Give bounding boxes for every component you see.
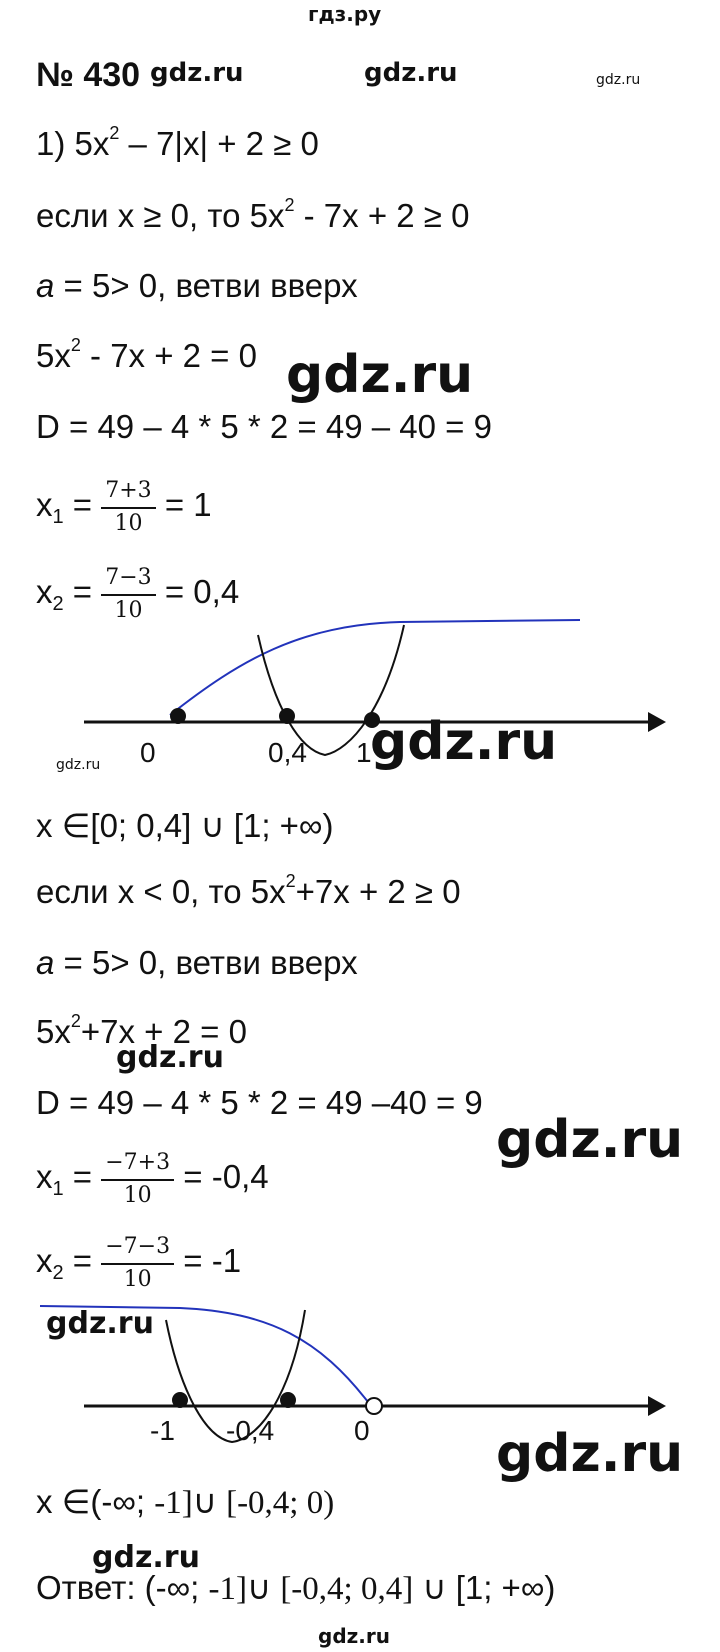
watermark: gdz.ru [596,72,641,88]
discriminant: D = 49 – 4 * 5 * 2 = 49 –40 = 9 [36,1084,483,1121]
watermark-top: гдз.ру [308,2,382,26]
root-x1: x1 = −7+3 10 = -0,4 [36,1150,269,1209]
axis-label: -1 [150,1415,175,1446]
axis-label: 0,4 [268,737,307,768]
point-minus-0-4 [280,1392,296,1408]
solution-positive: x ∈[0; 0,4] ∪ [1; +∞) [36,807,334,844]
parabola [165,1309,306,1444]
number-line-graph-2: -1 -0,4 0 [39,1305,666,1446]
fraction: 7−3 10 [101,565,156,624]
axis-label: 0 [354,1415,370,1446]
watermark: gdz.ru [92,1540,200,1575]
axis-label: -0,4 [226,1415,274,1446]
task-statement: 1) 5x2 – 7|x| + 2 ≥ 0 [36,123,319,162]
watermark: gdz.ru [364,58,458,88]
watermark: gdz.ru [496,1424,684,1484]
point-zero-open [365,1397,383,1415]
root-x1: x1 = 7+3 10 = 1 [36,478,212,537]
discriminant: D = 49 – 4 * 5 * 2 = 49 – 40 = 9 [36,408,492,445]
final-answer: Ответ: (-∞; -1]∪ [-0,4; 0,4] ∪ [1; +∞) [36,1569,556,1607]
axis-label: 0 [140,737,156,768]
quadratic-equation: 5x2+7x + 2 = 0 [36,1011,247,1050]
leading-coefficient: a = 5> 0, ветви вверх [36,267,358,304]
fraction: 7+3 10 [101,478,156,537]
watermark: gdz.ru [56,757,101,773]
fraction: −7+3 10 [101,1150,175,1209]
axis-arrow [648,1396,666,1416]
problem-number: № 430 [36,56,141,94]
parabola [257,624,405,757]
axis-label: 1 [356,737,372,768]
root-x2: x2 = −7−3 10 = -1 [36,1234,242,1293]
point-zero [170,708,186,724]
root-x2: x2 = 7−3 10 = 0,4 [36,565,240,624]
watermark: gdz.ru [46,1306,154,1341]
leading-coefficient: a = 5> 0, ветви вверх [36,944,358,981]
number-line-graph-1: 0 0,4 1 [84,619,666,768]
axis-arrow [648,712,666,732]
solution-negative: x ∈(-∞; -1]∪ [-0,4; 0) [36,1483,335,1521]
point-0-4 [279,708,295,724]
point-1 [364,712,380,728]
watermark: gdz.ru [150,58,244,88]
watermark-bottom: gdz.ru [318,1624,390,1648]
watermark: gdz.ru [116,1040,224,1075]
watermark: gdz.ru [496,1110,684,1170]
blue-curve [39,1305,369,1403]
case-negative: если x < 0, то 5x2+7x + 2 ≥ 0 [36,871,461,910]
blue-curve [169,619,581,716]
watermark: gdz.ru [286,345,474,405]
fraction: −7−3 10 [101,1234,175,1293]
quadratic-equation: 5x2 - 7x + 2 = 0 [36,335,257,374]
case-positive: если x ≥ 0, то 5x2 - 7x + 2 ≥ 0 [36,195,470,234]
point-minus-1 [172,1392,188,1408]
